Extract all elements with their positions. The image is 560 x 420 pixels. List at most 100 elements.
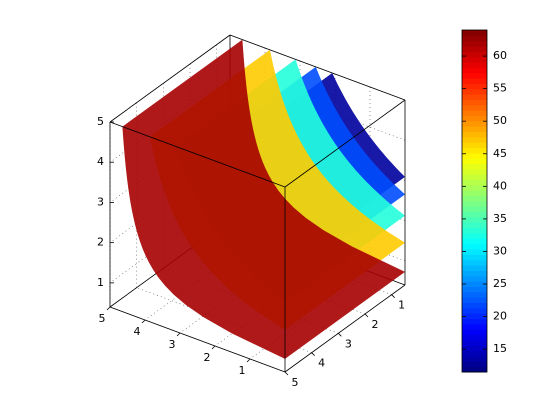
colorbar-swatch <box>462 227 487 234</box>
z-tick-label: 1 <box>97 276 104 289</box>
y-tick-label: 2 <box>372 318 379 331</box>
colorbar-tick-label: 60 <box>493 49 507 62</box>
colorbar-swatch <box>462 179 487 186</box>
colorbar-swatch <box>462 323 487 330</box>
colorbar-tick-label: 50 <box>493 114 507 127</box>
colorbar-swatch <box>462 152 487 159</box>
box-edge <box>109 121 286 188</box>
colorbar-swatch <box>462 254 487 261</box>
colorbar-swatch <box>462 168 487 175</box>
colorbar-frame <box>461 29 488 373</box>
tick-mark <box>176 332 181 337</box>
colorbar-swatch <box>462 291 487 298</box>
colorbar-swatch <box>462 201 487 207</box>
colorbar-swatch <box>462 46 487 52</box>
colorbar-swatch <box>462 40 487 47</box>
colorbar-swatch <box>462 318 487 325</box>
colorbar-swatch <box>462 270 487 277</box>
colorbar-swatch <box>462 211 487 218</box>
colorbar-swatch <box>462 355 487 362</box>
colorbar-swatch <box>462 361 487 368</box>
z-tick-label: 3 <box>97 195 104 208</box>
colorbar-swatch <box>462 249 487 255</box>
colorbar-tick-label: 30 <box>493 244 507 257</box>
colorbar-swatch <box>462 195 487 202</box>
colorbar-tick-label: 25 <box>493 277 507 290</box>
tick-mark <box>391 294 395 298</box>
colorbar-swatch <box>462 104 487 111</box>
colorbar-swatch <box>462 217 487 223</box>
x-tick-label: 1 <box>239 364 246 377</box>
colorbar-swatch <box>462 190 487 197</box>
colorbar-swatch <box>462 286 487 293</box>
colorbar-swatch <box>462 94 487 100</box>
colorbar-swatch <box>462 222 487 229</box>
colorbar-swatch <box>462 307 487 314</box>
z-tick-label: 4 <box>97 155 104 168</box>
colorbar-swatch <box>462 83 487 90</box>
tick-mark <box>246 358 251 363</box>
colorbar-swatch <box>462 206 487 213</box>
colorbar-swatch <box>462 350 487 357</box>
colorbar-swatch <box>462 120 487 127</box>
colorbar-swatch <box>462 72 487 79</box>
colorbar-swatch <box>462 88 487 95</box>
colorbar-tick-label: 20 <box>493 310 507 323</box>
colorbar-swatch <box>462 126 487 133</box>
tick-mark <box>311 352 315 356</box>
colorbar-swatch <box>462 30 487 36</box>
z-tick-label: 5 <box>97 115 104 128</box>
y-tick-label: 5 <box>292 376 299 389</box>
colorbar-tick-label: 35 <box>493 212 507 225</box>
z-tick-label: 2 <box>97 236 104 249</box>
colorbar-tick-label: 45 <box>493 147 507 160</box>
colorbar-swatch <box>462 99 487 106</box>
y-tick-label: 3 <box>345 337 352 350</box>
colorbar-swatch <box>462 136 487 143</box>
colorbar-swatch <box>462 147 487 154</box>
colorbar-tick-label: 40 <box>493 179 507 192</box>
colorbar-swatch <box>462 281 487 287</box>
tick-mark <box>106 306 111 311</box>
colorbar-swatch <box>462 297 487 304</box>
colorbar-swatch <box>462 184 487 191</box>
tick-mark <box>284 371 289 376</box>
colorbar-swatch <box>462 366 487 373</box>
colorbar-swatch <box>462 56 487 63</box>
colorbar-swatch <box>462 51 487 58</box>
isosurface <box>122 39 406 359</box>
tick-mark <box>211 345 216 350</box>
colorbar-swatch <box>462 115 487 122</box>
colorbar-tick-label: 55 <box>493 82 507 95</box>
colorbar-swatch <box>462 233 487 239</box>
colorbar-swatch <box>462 62 487 68</box>
colorbar-swatch <box>462 313 487 320</box>
box-edge <box>109 306 286 373</box>
tick-mark <box>364 313 369 318</box>
colorbar-swatch <box>462 35 487 42</box>
colorbar-swatch <box>462 67 487 74</box>
x-tick-label: 5 <box>99 312 106 325</box>
box-edge <box>229 34 406 101</box>
y-tick-label: 1 <box>398 299 405 312</box>
tick-mark <box>141 319 146 324</box>
colorbar-swatch <box>462 302 487 309</box>
box-edge <box>284 284 406 373</box>
colorbar-swatch <box>462 334 487 341</box>
x-tick-label: 4 <box>134 325 141 338</box>
colorbar-swatch <box>462 275 487 282</box>
colorbar-swatch <box>462 163 487 170</box>
box-edge <box>284 99 406 188</box>
x-tick-label: 2 <box>204 351 211 364</box>
colorbar-tick-label: 15 <box>493 342 507 355</box>
colorbar-swatch <box>462 158 487 165</box>
box-edge <box>109 34 231 123</box>
colorbar-swatch <box>462 174 487 181</box>
x-tick-label: 3 <box>169 338 176 351</box>
y-tick-label: 4 <box>318 357 325 370</box>
colorbar-swatch <box>462 265 487 271</box>
colorbar-swatch <box>462 131 487 138</box>
colorbar-swatch <box>462 78 487 84</box>
